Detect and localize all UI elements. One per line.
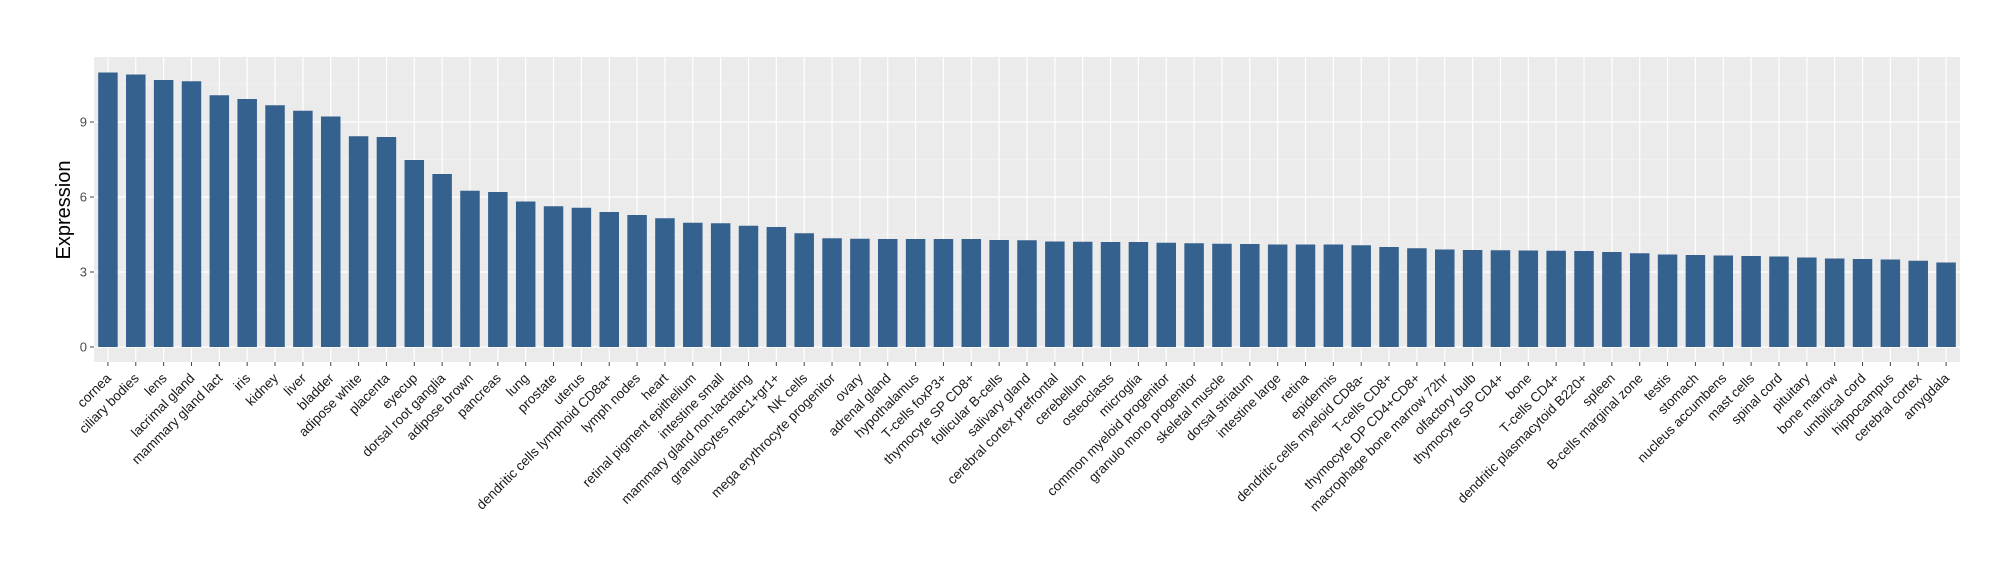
bar-nk-cells <box>794 233 814 347</box>
bar-pancreas <box>488 192 508 347</box>
bar-prostate <box>543 206 564 347</box>
bar-adipose-brown <box>460 190 480 347</box>
bar-cerebellum <box>1072 241 1093 347</box>
bar-t-cells-foxp3- <box>933 239 954 347</box>
bar-dorsal-root-ganglia <box>432 174 452 347</box>
bar-mast-cells <box>1741 256 1761 347</box>
y-tick-label: 3 <box>80 265 87 280</box>
bar-eyecup <box>404 160 425 347</box>
bar-epidermis <box>1323 244 1344 347</box>
x-tick-label: kidney <box>243 370 281 408</box>
bar-microglia <box>1128 242 1149 347</box>
bar-retina <box>1295 244 1316 347</box>
bar-cornea <box>98 72 118 347</box>
bar-dorsal-striatum <box>1240 244 1260 347</box>
bar-lymph-nodes <box>627 215 647 347</box>
bar-pituitary <box>1797 257 1817 347</box>
bar-intestine-small <box>710 223 731 347</box>
bar-cerebral-cortex-prefrontal <box>1045 241 1065 347</box>
bar-lung <box>515 201 536 347</box>
bar-spinal-cord <box>1769 256 1789 347</box>
bar-skeletal-muscle <box>1212 243 1232 347</box>
bar-uterus <box>571 207 592 347</box>
bar-dendritic-cells-myeloid-cd8a- <box>1351 245 1371 347</box>
bar-umbilical-cord <box>1852 259 1873 347</box>
bar-t-cells-cd8- <box>1379 247 1399 347</box>
bar-b-cells-marginal-zone <box>1629 253 1650 347</box>
bar-olfactory-bulb <box>1462 250 1483 347</box>
bar-amygdala <box>1936 262 1956 347</box>
bar-kidney <box>265 105 285 347</box>
bar-liver <box>293 110 313 347</box>
bar-mega-erythrocyte-progenitor <box>822 238 842 347</box>
y-tick-label: 0 <box>80 340 87 355</box>
bars <box>98 72 1956 347</box>
bar-granulocytes-mac1-gr1- <box>766 227 787 347</box>
bar-adrenal-gland <box>877 239 898 347</box>
bar-hippocampus <box>1880 259 1901 347</box>
bar-bone <box>1518 250 1539 347</box>
bar-cerebral-cortex <box>1908 260 1928 347</box>
bar-follicular-b-cells <box>989 240 1009 347</box>
bar-osteoclasts <box>1100 242 1121 347</box>
bar-ciliary-bodies <box>126 74 146 347</box>
bar-macrophage-bone-marrow-72hr <box>1435 249 1455 347</box>
bar-bladder <box>320 116 341 347</box>
bar-thymocyte-dp-cd4-cd8- <box>1407 248 1427 347</box>
bar-intestine-large <box>1267 244 1288 347</box>
bar-mammary-gland-non-lactating <box>738 225 759 347</box>
y-axis: 0 3 6 9 <box>80 115 94 355</box>
bar-testis <box>1657 254 1678 347</box>
bar-nucleus-accumbens <box>1713 255 1734 347</box>
y-axis-title: Expression <box>53 161 75 260</box>
bar-spleen <box>1602 252 1622 347</box>
bar-placenta <box>376 137 397 347</box>
bar-t-cells-cd4- <box>1546 250 1566 347</box>
bar-thymocyte-sp-cd4- <box>1490 250 1511 347</box>
bar-thymocyte-sp-cd8- <box>961 239 982 347</box>
bar-lens <box>153 80 174 347</box>
bar-salivary-gland <box>1017 240 1037 347</box>
bar-lacrimal-gland <box>181 81 202 347</box>
bar-common-myeloid-progenitor <box>1156 242 1177 347</box>
bar-stomach <box>1685 255 1706 347</box>
bar-hypothalamus <box>905 239 926 347</box>
bar-mammary-gland-lact <box>209 95 230 347</box>
bar-iris <box>237 99 257 347</box>
y-tick-label: 6 <box>80 190 87 205</box>
y-tick-label: 9 <box>80 115 87 130</box>
bar-adipose-white <box>348 136 369 347</box>
bar-ovary <box>850 238 870 347</box>
bar-granulo-mono-progenitor <box>1184 243 1204 347</box>
bar-heart <box>655 218 675 347</box>
bar-retinal-pigment-epithelium <box>683 222 703 347</box>
bar-dendritic-cells-lymphoid-cd8a- <box>599 212 619 347</box>
bar-dendritic-plasmacytoid-b220- <box>1574 251 1594 347</box>
bar-bone-marrow <box>1824 258 1845 347</box>
